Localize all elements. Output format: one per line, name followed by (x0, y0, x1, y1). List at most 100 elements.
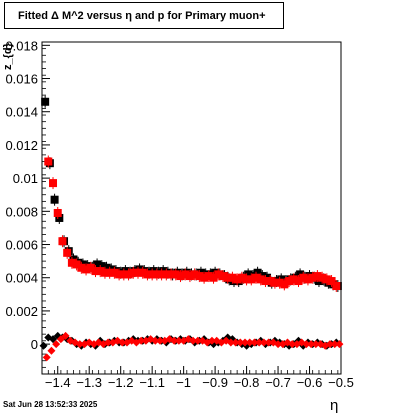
y-tick-label: 0.002 (5, 304, 38, 319)
y-tick-label: 0 (31, 337, 38, 352)
data-point (42, 353, 51, 362)
data-point (200, 273, 209, 282)
data-point (330, 340, 339, 349)
x-tick-label: −1 (176, 375, 191, 390)
data-point (41, 97, 50, 106)
data-point (102, 263, 111, 272)
data-point (189, 336, 198, 345)
x-tick-label: −0.9 (202, 375, 228, 390)
data-point (67, 258, 76, 267)
data-point (119, 270, 128, 279)
y-tick-label: 0.008 (5, 204, 38, 219)
data-point (77, 263, 86, 272)
data-point (195, 272, 204, 281)
data-point (47, 346, 56, 355)
data-point (181, 270, 190, 279)
data-point (322, 275, 331, 284)
data-point (264, 338, 273, 347)
x-axis-label: η (330, 397, 339, 414)
data-point (289, 275, 298, 284)
data-point (162, 270, 171, 279)
chart-title-text: Fitted Δ M^2 versus η and p for Primary … (18, 9, 266, 22)
data-point (96, 267, 105, 276)
data-point (226, 338, 235, 347)
data-point (332, 282, 341, 291)
chart-title: Fitted Δ M^2 versus η and p for Primary … (4, 2, 284, 29)
data-point (237, 273, 246, 282)
data-point (97, 262, 106, 271)
data-point (335, 340, 344, 349)
data-point (110, 268, 119, 277)
data-point (91, 267, 100, 276)
data-point (236, 338, 245, 347)
data-point (105, 268, 114, 277)
data-point (61, 331, 70, 340)
data-point (325, 340, 334, 349)
data-point (288, 340, 297, 349)
data-point (294, 277, 303, 286)
data-point (327, 277, 336, 286)
data-point (259, 338, 268, 347)
y-tick-label: 0.012 (5, 138, 38, 153)
data-point (256, 275, 265, 284)
data-point (318, 273, 327, 282)
data-point (167, 270, 176, 279)
data-point (58, 237, 67, 246)
data-point (274, 340, 283, 349)
data-point (252, 273, 261, 282)
y-tick-label: 0.016 (5, 72, 38, 87)
data-point (266, 277, 275, 286)
data-point (56, 335, 65, 344)
data-point (270, 278, 279, 287)
data-point (241, 338, 250, 347)
data-point (242, 275, 251, 284)
data-point (171, 270, 180, 279)
data-point (170, 336, 179, 345)
data-point (302, 340, 311, 349)
data-point (39, 341, 48, 350)
data-point (228, 273, 237, 282)
data-point (137, 336, 146, 345)
data-point (157, 270, 166, 279)
data-point (100, 268, 109, 277)
data-point (72, 260, 81, 269)
data-point (313, 272, 322, 281)
data-point (280, 280, 289, 289)
data-point (86, 263, 95, 272)
data-point (308, 273, 317, 282)
data-point (148, 270, 157, 279)
data-point (193, 336, 202, 345)
y-tick-label: 0.006 (5, 238, 38, 253)
y-tick-label: 0.014 (5, 105, 38, 120)
data-point (176, 272, 185, 281)
y-axis-label: z_{d} (2, 43, 14, 70)
data-point (250, 338, 259, 347)
data-point (307, 340, 316, 349)
axes: −1.4 −1.3 −1.2 −1.1 −1 −0.9 −0.8 −0.7 −0.6 −0.5 0 0… (5, 38, 353, 390)
x-tick-label: −0.6 (297, 375, 323, 390)
data-point (285, 277, 294, 286)
data-point (151, 336, 160, 345)
data-point (156, 336, 165, 345)
data-point (275, 278, 284, 287)
data-point (152, 270, 161, 279)
data-point (311, 340, 320, 349)
data-point (261, 277, 270, 286)
y-tick-label: 0.018 (5, 38, 38, 53)
data-point (63, 248, 72, 257)
data-point (49, 335, 58, 344)
x-tick-label: −0.5 (328, 375, 354, 390)
x-tick-label: −1.1 (139, 375, 165, 390)
data-point (253, 268, 262, 277)
data-point (244, 270, 253, 279)
data-point (55, 213, 64, 222)
data-point (204, 272, 213, 281)
x-tick-label: −1.4 (45, 375, 71, 390)
data-point (247, 275, 256, 284)
data-point (133, 268, 142, 277)
data-point (218, 272, 227, 281)
data-point (190, 270, 199, 279)
data-point (124, 270, 133, 279)
y-tick-label: 0.004 (5, 271, 38, 286)
